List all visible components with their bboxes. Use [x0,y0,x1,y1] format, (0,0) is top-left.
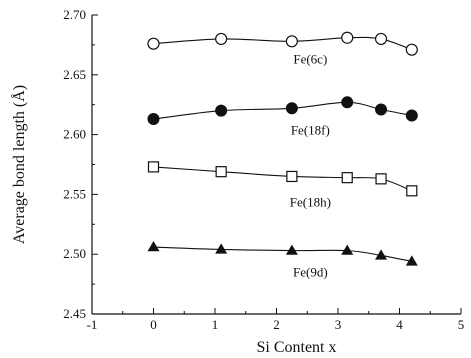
series-line-fe-6c [153,36,412,51]
y-tick-label: 2.50 [63,246,86,261]
x-axis-ticks: -1 0 1 2 3 4 5 [87,308,465,332]
x-tick-label: 3 [335,317,342,332]
x-tick-label: 1 [212,317,219,332]
data-point [215,243,228,254]
data-point [215,104,228,117]
series-label-fe-18f: Fe(18f) [291,122,330,137]
x-tick-label: 2 [273,317,280,332]
series-layer: Fe(6c) Fe(18f) Fe(18h) Fe(9d) [147,31,418,280]
data-point [147,113,160,126]
data-point [215,166,227,178]
series-line-fe-18h [153,166,412,192]
data-point [405,109,418,122]
series-label-fe-6c: Fe(6c) [293,51,327,66]
y-tick-label: 2.55 [63,186,86,201]
y-tick-label: 2.70 [63,7,86,22]
y-axis-title: Average bond length (Å) [10,85,28,244]
y-tick-label: 2.65 [63,67,86,82]
x-tick-label: 5 [458,317,465,332]
series-label-fe-18h: Fe(18h) [290,194,331,209]
series-line-fe-18f [153,101,412,120]
x-tick-label: -1 [87,317,98,332]
data-point [341,31,354,44]
data-point [285,35,298,48]
data-point [405,255,418,266]
data-point [285,102,298,115]
data-point [405,43,418,56]
series-fe-6c: Fe(6c) [147,31,418,66]
data-point [285,244,298,255]
series-fe-18f: Fe(18f) [147,96,418,137]
data-point [375,173,387,185]
data-point [215,32,228,46]
series-fe-18h: Fe(18h) [147,161,418,209]
y-tick-label: 2.45 [63,306,86,321]
series-label-fe-9d: Fe(9d) [293,265,328,280]
data-point [147,241,160,252]
x-axis-title: Si Content x [256,339,336,356]
series-line-fe-9d [153,246,412,262]
plot-frame [91,15,461,315]
data-point [406,185,418,197]
data-point [147,37,160,50]
data-point [341,244,354,255]
y-axis-ticks: 2.45 2.50 2.55 2.60 2.65 2.70 [63,7,98,321]
data-point [286,170,298,183]
data-point [341,96,354,109]
data-point [375,249,388,260]
data-point [147,161,160,173]
data-point [374,32,388,46]
data-point [375,103,388,116]
y-tick-label: 2.60 [63,127,86,142]
x-tick-label: 0 [150,317,157,332]
x-tick-label: 4 [396,317,403,332]
data-point [341,172,353,184]
series-fe-9d: Fe(9d) [147,241,418,280]
